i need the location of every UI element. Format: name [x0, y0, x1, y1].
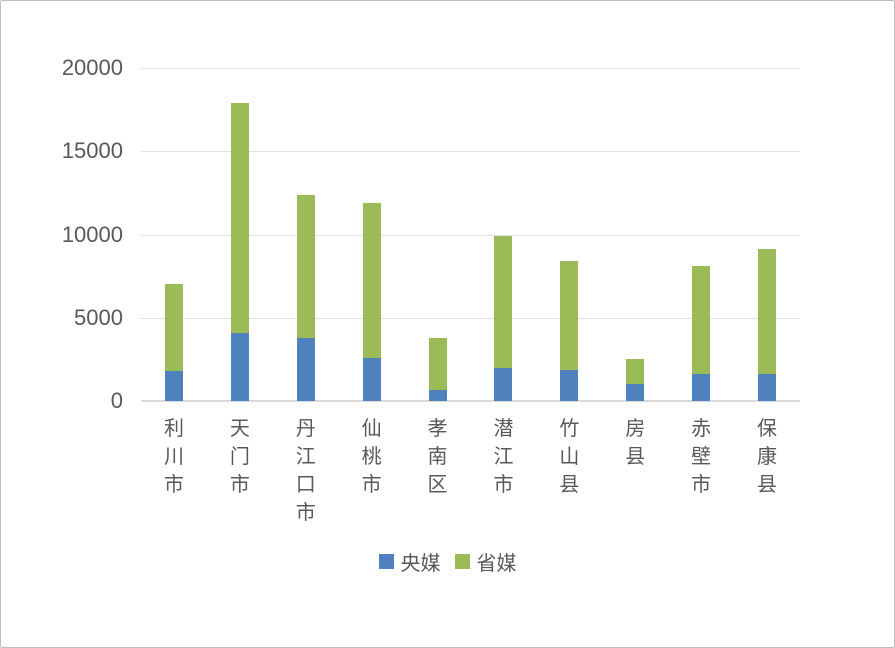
legend-swatch-icon — [378, 553, 394, 569]
bar-segment-省媒 — [626, 359, 645, 384]
gridline — [141, 68, 800, 69]
bar-segment-央媒 — [626, 383, 645, 401]
x-category-label: 天门市 — [229, 418, 250, 496]
legend-item-省媒: 省媒 — [454, 547, 517, 576]
y-tick-label: 15000 — [61, 138, 123, 164]
y-tick-label: 10000 — [61, 221, 123, 247]
bar-segment-省媒 — [692, 266, 711, 375]
x-category-label: 潜江市 — [493, 418, 514, 496]
bar-segment-省媒 — [758, 248, 777, 374]
bar-segment-央媒 — [230, 332, 249, 401]
x-category-label: 房县 — [625, 418, 646, 468]
gridline — [141, 151, 800, 153]
bar-segment-央媒 — [296, 337, 315, 401]
x-category-label: 孝南区 — [427, 418, 448, 496]
legend: 央媒 省媒 — [1, 546, 894, 576]
x-axis-line — [141, 400, 800, 402]
x-category-label: 竹山县 — [559, 418, 580, 496]
bar-segment-央媒 — [164, 371, 183, 401]
bar-segment-省媒 — [164, 284, 183, 372]
x-category-label: 赤壁市 — [691, 418, 712, 496]
bar-segment-央媒 — [362, 357, 381, 401]
y-tick-label: 0 — [110, 388, 123, 413]
legend-label: 省媒 — [476, 552, 517, 575]
bar-segment-省媒 — [296, 194, 315, 338]
bar-segment-央媒 — [560, 370, 579, 401]
bar-segment-省媒 — [560, 261, 579, 371]
y-tick-label: 20000 — [61, 55, 123, 80]
y-tick-label: 5000 — [74, 304, 123, 330]
legend-label: 央媒 — [400, 552, 441, 575]
bar-segment-省媒 — [230, 102, 249, 333]
gridline — [141, 234, 800, 236]
bar-segment-省媒 — [362, 202, 381, 358]
x-category-label: 丹江口市 — [295, 418, 316, 524]
bar-segment-省媒 — [494, 236, 513, 368]
bar-segment-省媒 — [428, 337, 447, 391]
bar-segment-央媒 — [428, 390, 447, 401]
x-category-label: 保康县 — [757, 418, 778, 496]
bar-segment-央媒 — [494, 367, 513, 401]
bar-segment-央媒 — [758, 373, 777, 401]
x-category-label: 利川市 — [163, 418, 184, 496]
legend-swatch-icon — [454, 553, 470, 569]
legend-item-央媒: 央媒 — [378, 547, 441, 576]
bar-segment-央媒 — [692, 374, 711, 401]
gridline — [141, 317, 800, 319]
x-category-label: 仙桃市 — [361, 418, 382, 496]
